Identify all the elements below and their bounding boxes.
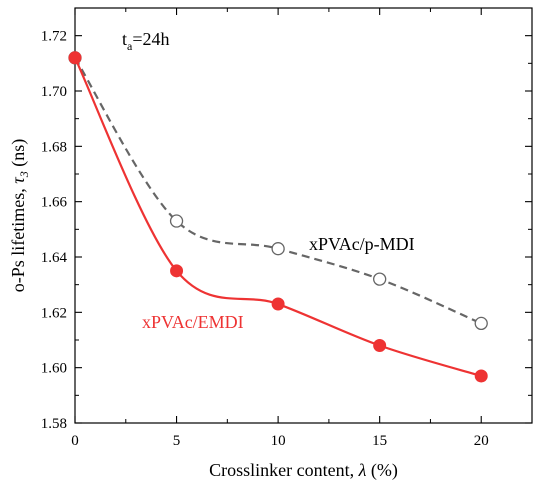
y-axis-title-subscript: 3 — [17, 171, 31, 178]
labels-layer: 0 5 10 15 20 1.58 1.60 1.62 1.64 1.66 1.68 1.70 1.72… — [8, 29, 489, 481]
annotation-rest: =24h — [132, 29, 169, 49]
series-point-2 — [170, 264, 184, 278]
y-tick-label: 1.62 — [41, 305, 67, 321]
x-tick-label: 15 — [372, 433, 387, 449]
x-tick-label: 0 — [71, 433, 79, 449]
y-tick-label: 1.72 — [41, 29, 67, 45]
annotation-ta: ta=24h — [122, 29, 170, 53]
y-tick-label: 1.58 — [41, 416, 67, 432]
series-point-1 — [474, 316, 488, 331]
plot-frame — [74, 7, 533, 424]
x-tick-label: 5 — [173, 433, 181, 449]
y-axis-title: o-Ps lifetimes, τ3 (ns) — [8, 139, 31, 292]
y-tick-label: 1.60 — [41, 361, 67, 377]
x-axis-title-symbol: λ — [358, 460, 367, 480]
series-layer — [68, 51, 488, 383]
x-axis-title-text: Crosslinker content, — [209, 460, 358, 480]
y-axis-title-symbol: τ — [8, 177, 28, 184]
series-point-2 — [474, 369, 488, 383]
series-point-1 — [373, 272, 387, 286]
y-tick-label: 1.70 — [41, 84, 67, 100]
series-point-1 — [271, 242, 285, 256]
y-tick-label: 1.68 — [41, 139, 67, 155]
series-label-emdi: xPVAc/EMDI — [142, 312, 244, 332]
y-tick-label: 1.64 — [41, 250, 68, 266]
x-tick-label: 10 — [271, 433, 286, 449]
annotation-base: t — [122, 29, 127, 49]
series-line-2 — [74, 57, 482, 378]
x-tick-label: 20 — [474, 433, 489, 449]
axes — [74, 7, 533, 424]
series-line-1 — [74, 57, 482, 325]
series-point-2 — [271, 297, 285, 311]
y-tick-label: 1.66 — [41, 195, 68, 211]
series-point-1 — [169, 214, 184, 228]
x-axis-title: Crosslinker content, λ (%) — [209, 460, 398, 481]
x-axis-title-unit: (%) — [366, 460, 397, 481]
series-point-2 — [373, 339, 387, 353]
annotation-subscript: a — [127, 39, 133, 53]
series-point-2 — [68, 51, 82, 65]
y-axis-title-text: o-Ps lifetimes, — [8, 184, 28, 293]
series-label-pmdi: xPVAc/p-MDI — [309, 234, 415, 254]
y-axis-title-unit: (ns) — [8, 139, 29, 172]
